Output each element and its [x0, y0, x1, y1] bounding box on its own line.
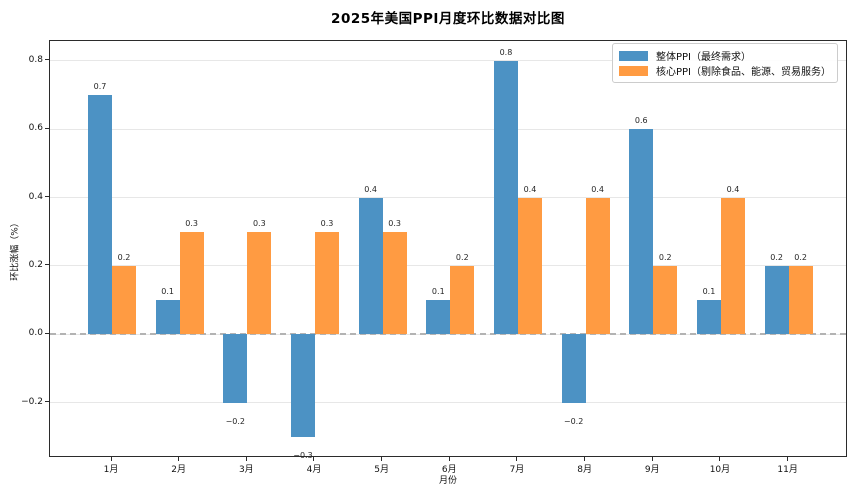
- x-tick-mark: [178, 457, 180, 461]
- y-tick-label: 0.4: [28, 191, 43, 202]
- bar-core-3月: [247, 231, 272, 335]
- bar-value-label: 0.3: [388, 218, 401, 228]
- x-tick-label: 4月: [306, 465, 322, 475]
- zero-line: [50, 333, 846, 336]
- bar-core-2月: [179, 231, 204, 335]
- x-tick-label: 3月: [238, 465, 254, 475]
- bar-core-9月: [653, 265, 678, 335]
- bar-overall-10月: [696, 300, 721, 335]
- bar-value-label: 0.4: [591, 184, 604, 194]
- x-tick-label: 9月: [644, 465, 660, 475]
- bar-core-10月: [720, 197, 745, 335]
- bar-value-label: −0.2: [563, 416, 584, 426]
- gridline: [50, 60, 846, 62]
- bar-value-label: 0.2: [658, 252, 672, 262]
- legend: 整体PPI（最终需求） 核心PPI（剔除食品、能源、贸易服务）: [612, 43, 838, 83]
- bar-overall-7月: [493, 60, 518, 335]
- bar-value-label: 0.4: [726, 184, 740, 194]
- bar-value-label: 0.2: [794, 252, 807, 262]
- bar-value-label: 0.2: [117, 252, 131, 262]
- legend-item-overall-ppi: 整体PPI（最终需求）: [619, 48, 831, 63]
- y-tick-label: 0.2: [28, 259, 43, 270]
- bar-value-label: 0.1: [431, 287, 445, 297]
- y-tick-mark: [45, 196, 49, 198]
- bar-core-5月: [382, 231, 407, 335]
- bar-value-label: 0.4: [364, 184, 377, 194]
- bar-core-4月: [314, 231, 339, 335]
- x-tick-label: 6月: [441, 465, 457, 475]
- bar-core-1月: [112, 265, 136, 335]
- y-tick-label: 0.6: [28, 123, 43, 134]
- legend-swatch-blue: [619, 50, 648, 61]
- bar-value-label: 0.2: [455, 252, 469, 262]
- bar-core-7月: [517, 197, 542, 335]
- y-tick-mark: [45, 332, 49, 334]
- bar-value-label: −0.2: [225, 416, 246, 426]
- bar-value-label: 0.1: [702, 287, 716, 297]
- x-tick-label: 1月: [103, 465, 119, 475]
- bar-value-label: 0.8: [499, 47, 513, 57]
- bar-value-label: 0.6: [634, 116, 648, 126]
- bar-overall-3月: [223, 334, 248, 403]
- y-tick-mark: [45, 127, 49, 129]
- bar-core-8月: [585, 197, 610, 335]
- x-tick-label: 11月: [777, 465, 798, 475]
- x-tick-mark: [313, 457, 315, 461]
- chart-title: 2025年美国PPI月度环比数据对比图: [331, 11, 565, 27]
- x-tick-label: 10月: [709, 465, 731, 475]
- y-tick-label: 0.8: [28, 54, 43, 65]
- y-axis-label: 环比涨幅（%）: [10, 218, 21, 281]
- x-tick-mark: [110, 457, 112, 461]
- x-tick-mark: [381, 457, 383, 461]
- gridline: [50, 128, 846, 130]
- y-tick-mark: [45, 401, 49, 403]
- bar-core-11月: [788, 265, 813, 335]
- x-tick-mark: [787, 457, 789, 461]
- plot-area: 0.7 0.2 0.1 0.3 −0.2 0.3 −0.3 0.3 0.4 0.3 0.1 0.2 0.…: [49, 40, 847, 460]
- bar-overall-8月: [561, 334, 586, 403]
- x-tick-mark: [245, 457, 247, 461]
- bar-value-label: 0.2: [770, 252, 783, 262]
- x-tick-mark: [719, 457, 721, 461]
- bar-value-label: −0.3: [293, 450, 313, 460]
- bar-value-label: 0.3: [185, 218, 199, 228]
- gridline: [50, 197, 846, 199]
- bar-value-label: 0.3: [320, 218, 334, 228]
- bar-overall-1月: [88, 95, 112, 335]
- bar-overall-4月: [290, 334, 315, 437]
- gridline: [50, 265, 846, 267]
- bar-value-label: 0.7: [93, 82, 107, 91]
- bar-overall-11月: [764, 265, 789, 335]
- x-tick-label: 5月: [374, 465, 389, 475]
- legend-label: 核心PPI（剔除食品、能源、贸易服务）: [656, 67, 832, 78]
- x-tick-mark: [448, 457, 450, 461]
- legend-swatch-orange: [619, 65, 648, 76]
- x-tick-label: 8月: [577, 465, 592, 475]
- x-tick-mark: [516, 457, 518, 461]
- bar-overall-6月: [426, 300, 451, 335]
- legend-label: 整体PPI（最终需求）: [656, 52, 752, 63]
- gridline: [50, 402, 846, 404]
- y-tick-label: −0.2: [21, 396, 43, 407]
- x-axis-label: 月份: [438, 476, 457, 486]
- x-tick-label: 2月: [171, 465, 187, 475]
- bar-overall-9月: [629, 129, 654, 335]
- x-tick-label: 7月: [509, 465, 525, 475]
- bar-value-label: 0.4: [523, 184, 537, 194]
- bar-value-label: 0.3: [252, 218, 266, 228]
- bar-overall-5月: [358, 197, 383, 335]
- x-tick-mark: [651, 457, 653, 461]
- bar-core-6月: [450, 265, 475, 335]
- y-tick-mark: [45, 59, 49, 61]
- legend-item-core-ppi: 核心PPI（剔除食品、能源、贸易服务）: [619, 63, 831, 78]
- bar-overall-2月: [155, 300, 180, 335]
- x-tick-mark: [584, 457, 586, 461]
- y-tick-mark: [45, 264, 49, 266]
- bar-value-label: 0.1: [161, 287, 175, 297]
- y-tick-label: 0.0: [28, 328, 43, 339]
